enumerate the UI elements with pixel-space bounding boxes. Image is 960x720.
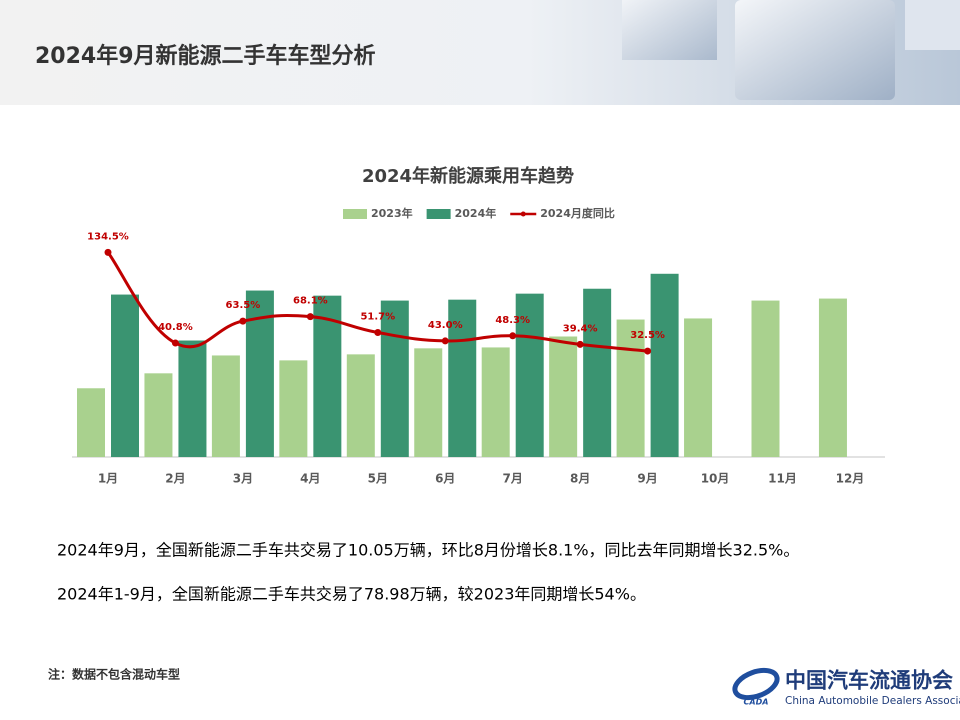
line-point xyxy=(441,337,449,345)
data-label: 39.4% xyxy=(563,323,598,334)
data-label: 134.5% xyxy=(87,231,129,242)
line-point xyxy=(171,339,179,347)
paragraph: 2024年1-9月，全国新能源二手车共交易了78.98万辆，较2023年同期增长… xyxy=(57,585,646,604)
bar xyxy=(481,347,510,457)
line xyxy=(106,251,648,353)
data-label: 43.0% xyxy=(428,320,463,331)
legend-label: 2023年 xyxy=(371,206,413,220)
bar xyxy=(279,360,308,457)
paragraph: 2024年9月，全国新能源二手车共交易了10.05万辆，环比8月份增长8.1%，… xyxy=(57,541,799,560)
bar xyxy=(448,299,477,457)
bar xyxy=(751,300,780,457)
bar xyxy=(549,336,578,457)
header-decor xyxy=(735,0,895,100)
legend-swatch xyxy=(520,211,526,217)
bar xyxy=(616,319,645,457)
x-tick-label: 12月 xyxy=(836,472,865,486)
data-label: 63.5% xyxy=(226,300,261,311)
bar xyxy=(515,293,544,457)
header-decor xyxy=(905,0,960,50)
line-point xyxy=(104,248,112,256)
line-point xyxy=(576,340,584,348)
page-title: 2024年9月新能源二手车车型分析 xyxy=(35,43,376,69)
bar xyxy=(211,355,240,457)
bar xyxy=(818,298,847,457)
x-tick-label: 1月 xyxy=(98,472,118,486)
logo-subtitle: China Automobile Dealers Association xyxy=(785,695,960,707)
data-label: 51.7% xyxy=(360,312,395,323)
plot: 1月 2月 3月 4月 5月 6月 7月 8月 9月 10月 11月 12月 2023年 2024年 202… xyxy=(72,206,885,486)
x-tick-label: 2月 xyxy=(165,472,185,486)
bar xyxy=(414,348,443,457)
legend-label: 2024月度同比 xyxy=(540,206,615,220)
header-decor xyxy=(622,0,717,60)
data-label: 68.1% xyxy=(293,296,328,307)
note: 注：数据不包含混动车型 xyxy=(48,667,180,682)
bar xyxy=(684,318,713,457)
x-tick-label: 9月 xyxy=(637,472,657,486)
line-point xyxy=(374,329,382,337)
bar xyxy=(583,288,612,457)
bar xyxy=(111,294,139,457)
legend-label: 2024年 xyxy=(455,206,497,220)
chart-title: 2024年新能源乘用车趋势 xyxy=(362,165,574,187)
bar xyxy=(144,373,173,457)
legend-swatch xyxy=(343,209,367,219)
bar xyxy=(380,300,409,457)
x-tick-label: 6月 xyxy=(435,472,455,486)
bar xyxy=(77,388,105,457)
logo-name: 中国汽车流通协会 xyxy=(785,668,953,693)
bar xyxy=(346,354,375,457)
x-tick-label: 4月 xyxy=(300,472,320,486)
x-tick-label: 10月 xyxy=(701,472,730,486)
line-point xyxy=(306,313,314,321)
bar xyxy=(650,273,679,457)
logo-mark: CADA xyxy=(744,698,769,707)
line-point xyxy=(644,347,652,355)
x-tick-label: 5月 xyxy=(368,472,388,486)
x-tick-label: 3月 xyxy=(233,472,253,486)
data-label: 32.5% xyxy=(630,330,665,341)
x-tick-label: 7月 xyxy=(503,472,523,486)
data-label: 48.3% xyxy=(495,315,530,326)
line-point xyxy=(239,317,247,325)
line-point xyxy=(509,332,517,340)
data-label: 40.8% xyxy=(158,322,193,333)
bar xyxy=(178,340,207,457)
x-tick-label: 8月 xyxy=(570,472,590,486)
logo-icon xyxy=(732,667,780,701)
x-tick-label: 11月 xyxy=(768,472,797,486)
legend-swatch xyxy=(426,209,451,219)
